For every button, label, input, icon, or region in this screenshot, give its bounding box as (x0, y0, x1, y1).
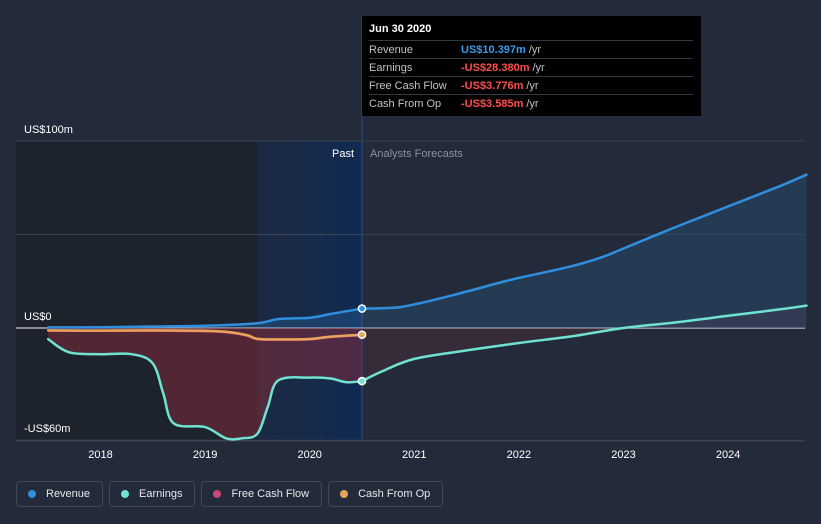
tooltip-row: Earnings -US$28.380m/yr (369, 58, 693, 76)
forecast-label: Analysts Forecasts (370, 148, 463, 160)
tooltip-date: Jun 30 2020 (369, 23, 432, 35)
legend-dot-icon (340, 490, 349, 498)
y-tick-label: US$0 (24, 311, 52, 323)
tooltip-label: Free Cash Flow (369, 79, 447, 92)
tooltip-label: Earnings (369, 61, 413, 74)
earnings-marker (357, 376, 367, 386)
legend-dot-icon (28, 490, 36, 498)
legend-dot-icon (213, 490, 222, 498)
tooltip-unit: /yr (526, 97, 539, 110)
tooltip-value: -US$3.585m (461, 97, 524, 110)
x-tick-label: 2019 (193, 449, 217, 461)
revenue-area-forecast (362, 174, 807, 328)
past-label: Past (332, 148, 354, 160)
cash-from-op-marker (357, 330, 367, 340)
tooltip-value: -US$28.380m (461, 61, 530, 74)
legend-label: Free Cash Flow (231, 488, 310, 500)
earnings-area-forecast (362, 305, 807, 382)
tooltip-label: Revenue (369, 43, 414, 56)
tooltip-unit: /yr (528, 43, 542, 56)
revenue-area-past (48, 308, 362, 328)
y-tick-label: US$100m (24, 124, 73, 136)
tooltip-label: Cash From Op (369, 97, 442, 110)
x-tick-label: 2023 (611, 449, 635, 461)
legend-earnings-button[interactable]: Earnings (109, 481, 196, 507)
x-tick-label: 2021 (402, 449, 426, 461)
legend-label: Revenue (46, 488, 91, 500)
highlight-region (257, 141, 362, 441)
x-tick-label: 2024 (716, 449, 740, 461)
tooltip: Jun 30 2020 Revenue US$10.397m/yr Earnings… (362, 16, 701, 116)
revenue-marker (357, 304, 367, 313)
tooltip-unit: /yr (526, 79, 539, 92)
legend-revenue-button[interactable]: Revenue (16, 481, 104, 507)
x-tick-label: 2022 (507, 449, 531, 461)
earnings-line (46, 337, 364, 441)
revenue-forecast-line (360, 173, 808, 310)
legend: Revenue Earnings Free Cash Flow Cash From O… (16, 481, 444, 507)
legend-free-cash-flow-button[interactable]: Free Cash Flow (201, 481, 323, 507)
cash-from-op-line (46, 329, 364, 341)
tooltip-value: -US$3.776m (461, 79, 524, 92)
tooltip-unit: /yr (532, 61, 545, 74)
legend-cash-from-op-button[interactable]: Cash From Op (328, 481, 444, 507)
x-tick-label: 2018 (88, 449, 112, 461)
tooltip-row: Free Cash Flow -US$3.776m/yr (369, 76, 693, 94)
tooltip-row: Cash From Op -US$3.585m/yr (369, 94, 693, 112)
y-tick-label: -US$60m (24, 423, 70, 435)
tooltip-row: Revenue US$10.397m/yr (369, 40, 693, 58)
x-tick-label: 2020 (297, 449, 321, 461)
earnings-forecast-line (360, 304, 808, 383)
revenue-line (46, 307, 364, 329)
legend-dot-icon (121, 490, 130, 498)
earnings-area-past (48, 328, 362, 440)
legend-label: Earnings (139, 488, 183, 500)
legend-label: Cash From Op (358, 488, 431, 500)
tooltip-value: US$10.397m (461, 43, 526, 56)
